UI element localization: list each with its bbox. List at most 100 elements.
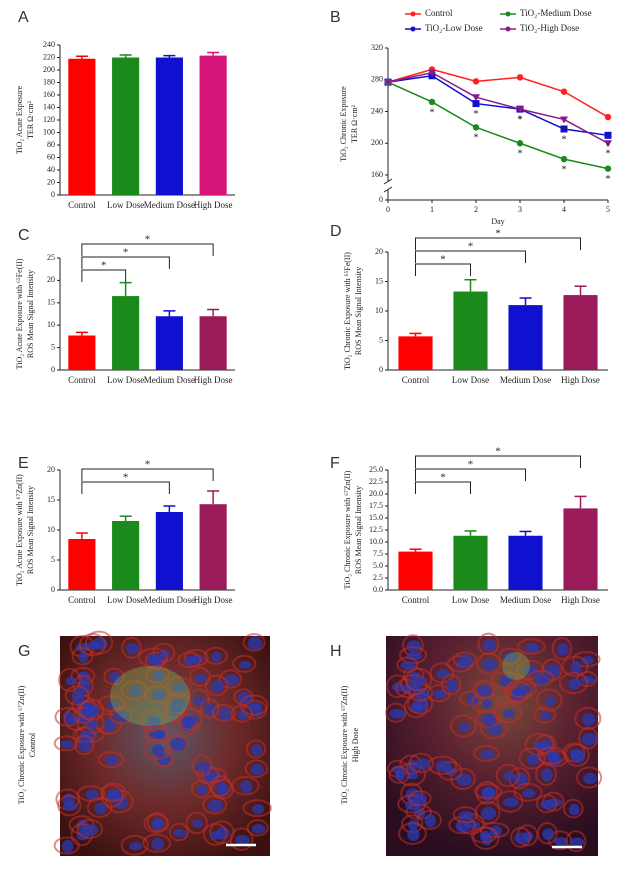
nucleus bbox=[196, 785, 208, 796]
x-tick-label: Control bbox=[68, 375, 96, 385]
nucleus bbox=[557, 643, 569, 656]
cell-membrane bbox=[218, 669, 243, 689]
nucleus bbox=[251, 823, 266, 834]
cell-membrane bbox=[535, 688, 563, 712]
cell-membrane bbox=[246, 819, 269, 837]
nucleus bbox=[113, 710, 130, 723]
cell-membrane bbox=[163, 692, 192, 715]
point bbox=[604, 131, 612, 139]
nucleus bbox=[540, 711, 552, 721]
significance-label: * bbox=[562, 164, 567, 175]
y-tick-label: 12.5 bbox=[369, 525, 383, 534]
cell-membrane bbox=[57, 794, 82, 817]
nucleus bbox=[85, 789, 99, 800]
y-tick-label: 15.0 bbox=[369, 513, 383, 522]
significance-label: * bbox=[440, 254, 446, 266]
y-tick-label: 60 bbox=[47, 152, 55, 161]
legend-label: TiO₂-Medium Dose bbox=[520, 8, 592, 18]
cell-membrane bbox=[53, 735, 79, 752]
nucleus bbox=[247, 702, 263, 711]
nucleus bbox=[545, 664, 561, 678]
y-tick-label: 2.5 bbox=[373, 573, 383, 582]
x-tick-label: Medium Dose bbox=[144, 375, 195, 385]
nucleus bbox=[477, 685, 493, 697]
cell-membrane bbox=[140, 708, 166, 733]
cell-membrane bbox=[146, 812, 168, 833]
point bbox=[516, 106, 524, 114]
cell-membrane bbox=[385, 702, 407, 723]
nucleus bbox=[207, 799, 224, 812]
cell-membrane bbox=[388, 766, 410, 784]
nucleus bbox=[151, 818, 165, 828]
y-axis-label: TiO₂ Chronic Exposure with ⁶⁷Zn(II) bbox=[17, 685, 26, 804]
nucleus bbox=[388, 708, 405, 719]
nucleus bbox=[151, 838, 165, 851]
nucleus bbox=[83, 823, 99, 837]
nucleus bbox=[433, 689, 447, 699]
y-tick-label: 22.5 bbox=[369, 477, 383, 486]
y-tick-label: 0.0 bbox=[373, 585, 383, 594]
cell-membrane bbox=[496, 790, 524, 813]
nucleus bbox=[252, 803, 265, 815]
nucleus bbox=[407, 828, 420, 841]
cell-membrane bbox=[535, 794, 558, 814]
significance-bracket bbox=[81, 256, 170, 269]
x-tick-label: High Dose bbox=[194, 375, 233, 385]
cell-membrane bbox=[476, 652, 502, 675]
cell-membrane bbox=[536, 822, 558, 845]
cell-membrane bbox=[144, 651, 166, 671]
cell-membrane bbox=[185, 811, 208, 835]
line bbox=[387, 74, 609, 137]
bar bbox=[398, 551, 433, 590]
y-axis-label: ROS Mean Signal Intensity bbox=[26, 270, 35, 358]
x-tick-label: Control bbox=[68, 595, 96, 605]
point bbox=[472, 124, 480, 131]
nucleus bbox=[152, 689, 166, 701]
nucleus bbox=[542, 828, 555, 841]
y-tick-label: 0 bbox=[379, 365, 383, 374]
y-tick-label: 20 bbox=[47, 465, 55, 474]
nucleus bbox=[481, 806, 497, 821]
cell-membrane bbox=[398, 822, 427, 845]
nucleus bbox=[107, 700, 119, 709]
cell-membrane bbox=[191, 754, 213, 777]
point bbox=[560, 125, 568, 133]
x-axis-label: Day bbox=[491, 217, 504, 226]
cell-membrane bbox=[147, 725, 171, 743]
cell-membrane bbox=[504, 680, 532, 702]
nucleus bbox=[129, 842, 143, 851]
point bbox=[560, 88, 568, 95]
nucleus bbox=[570, 749, 586, 764]
nucleus bbox=[446, 679, 458, 693]
y-tick-label: 25.0 bbox=[369, 465, 383, 474]
point bbox=[604, 140, 612, 148]
bar bbox=[508, 535, 543, 590]
y-tick-label: 15 bbox=[47, 298, 55, 307]
x-tick-label: 1 bbox=[430, 205, 434, 214]
bar bbox=[453, 535, 488, 590]
cell-membrane bbox=[561, 655, 589, 678]
axis-break bbox=[383, 186, 393, 193]
legend-label: TiO₂-Low Dose bbox=[425, 23, 483, 33]
cell-membrane bbox=[472, 680, 495, 700]
nucleus bbox=[250, 764, 265, 776]
nucleus bbox=[503, 652, 519, 663]
nucleus bbox=[568, 803, 580, 816]
significance-label: * bbox=[495, 446, 501, 458]
y-tick-label: 0 bbox=[51, 365, 55, 374]
x-tick-label: 4 bbox=[562, 205, 566, 214]
bar bbox=[398, 336, 433, 370]
y-tick-label: 5 bbox=[51, 555, 55, 564]
x-tick-label: 5 bbox=[606, 205, 610, 214]
nucleus bbox=[240, 780, 253, 794]
bar bbox=[199, 55, 227, 195]
y-tick-label: 10 bbox=[47, 320, 55, 329]
nucleus bbox=[193, 696, 207, 707]
cell-membrane bbox=[71, 647, 94, 666]
y-tick-label: 17.5 bbox=[369, 501, 383, 510]
y-tick-label: 320 bbox=[371, 43, 383, 52]
cell-membrane bbox=[551, 636, 573, 661]
significance-label: * bbox=[562, 125, 567, 136]
significance-label: * bbox=[123, 247, 129, 259]
